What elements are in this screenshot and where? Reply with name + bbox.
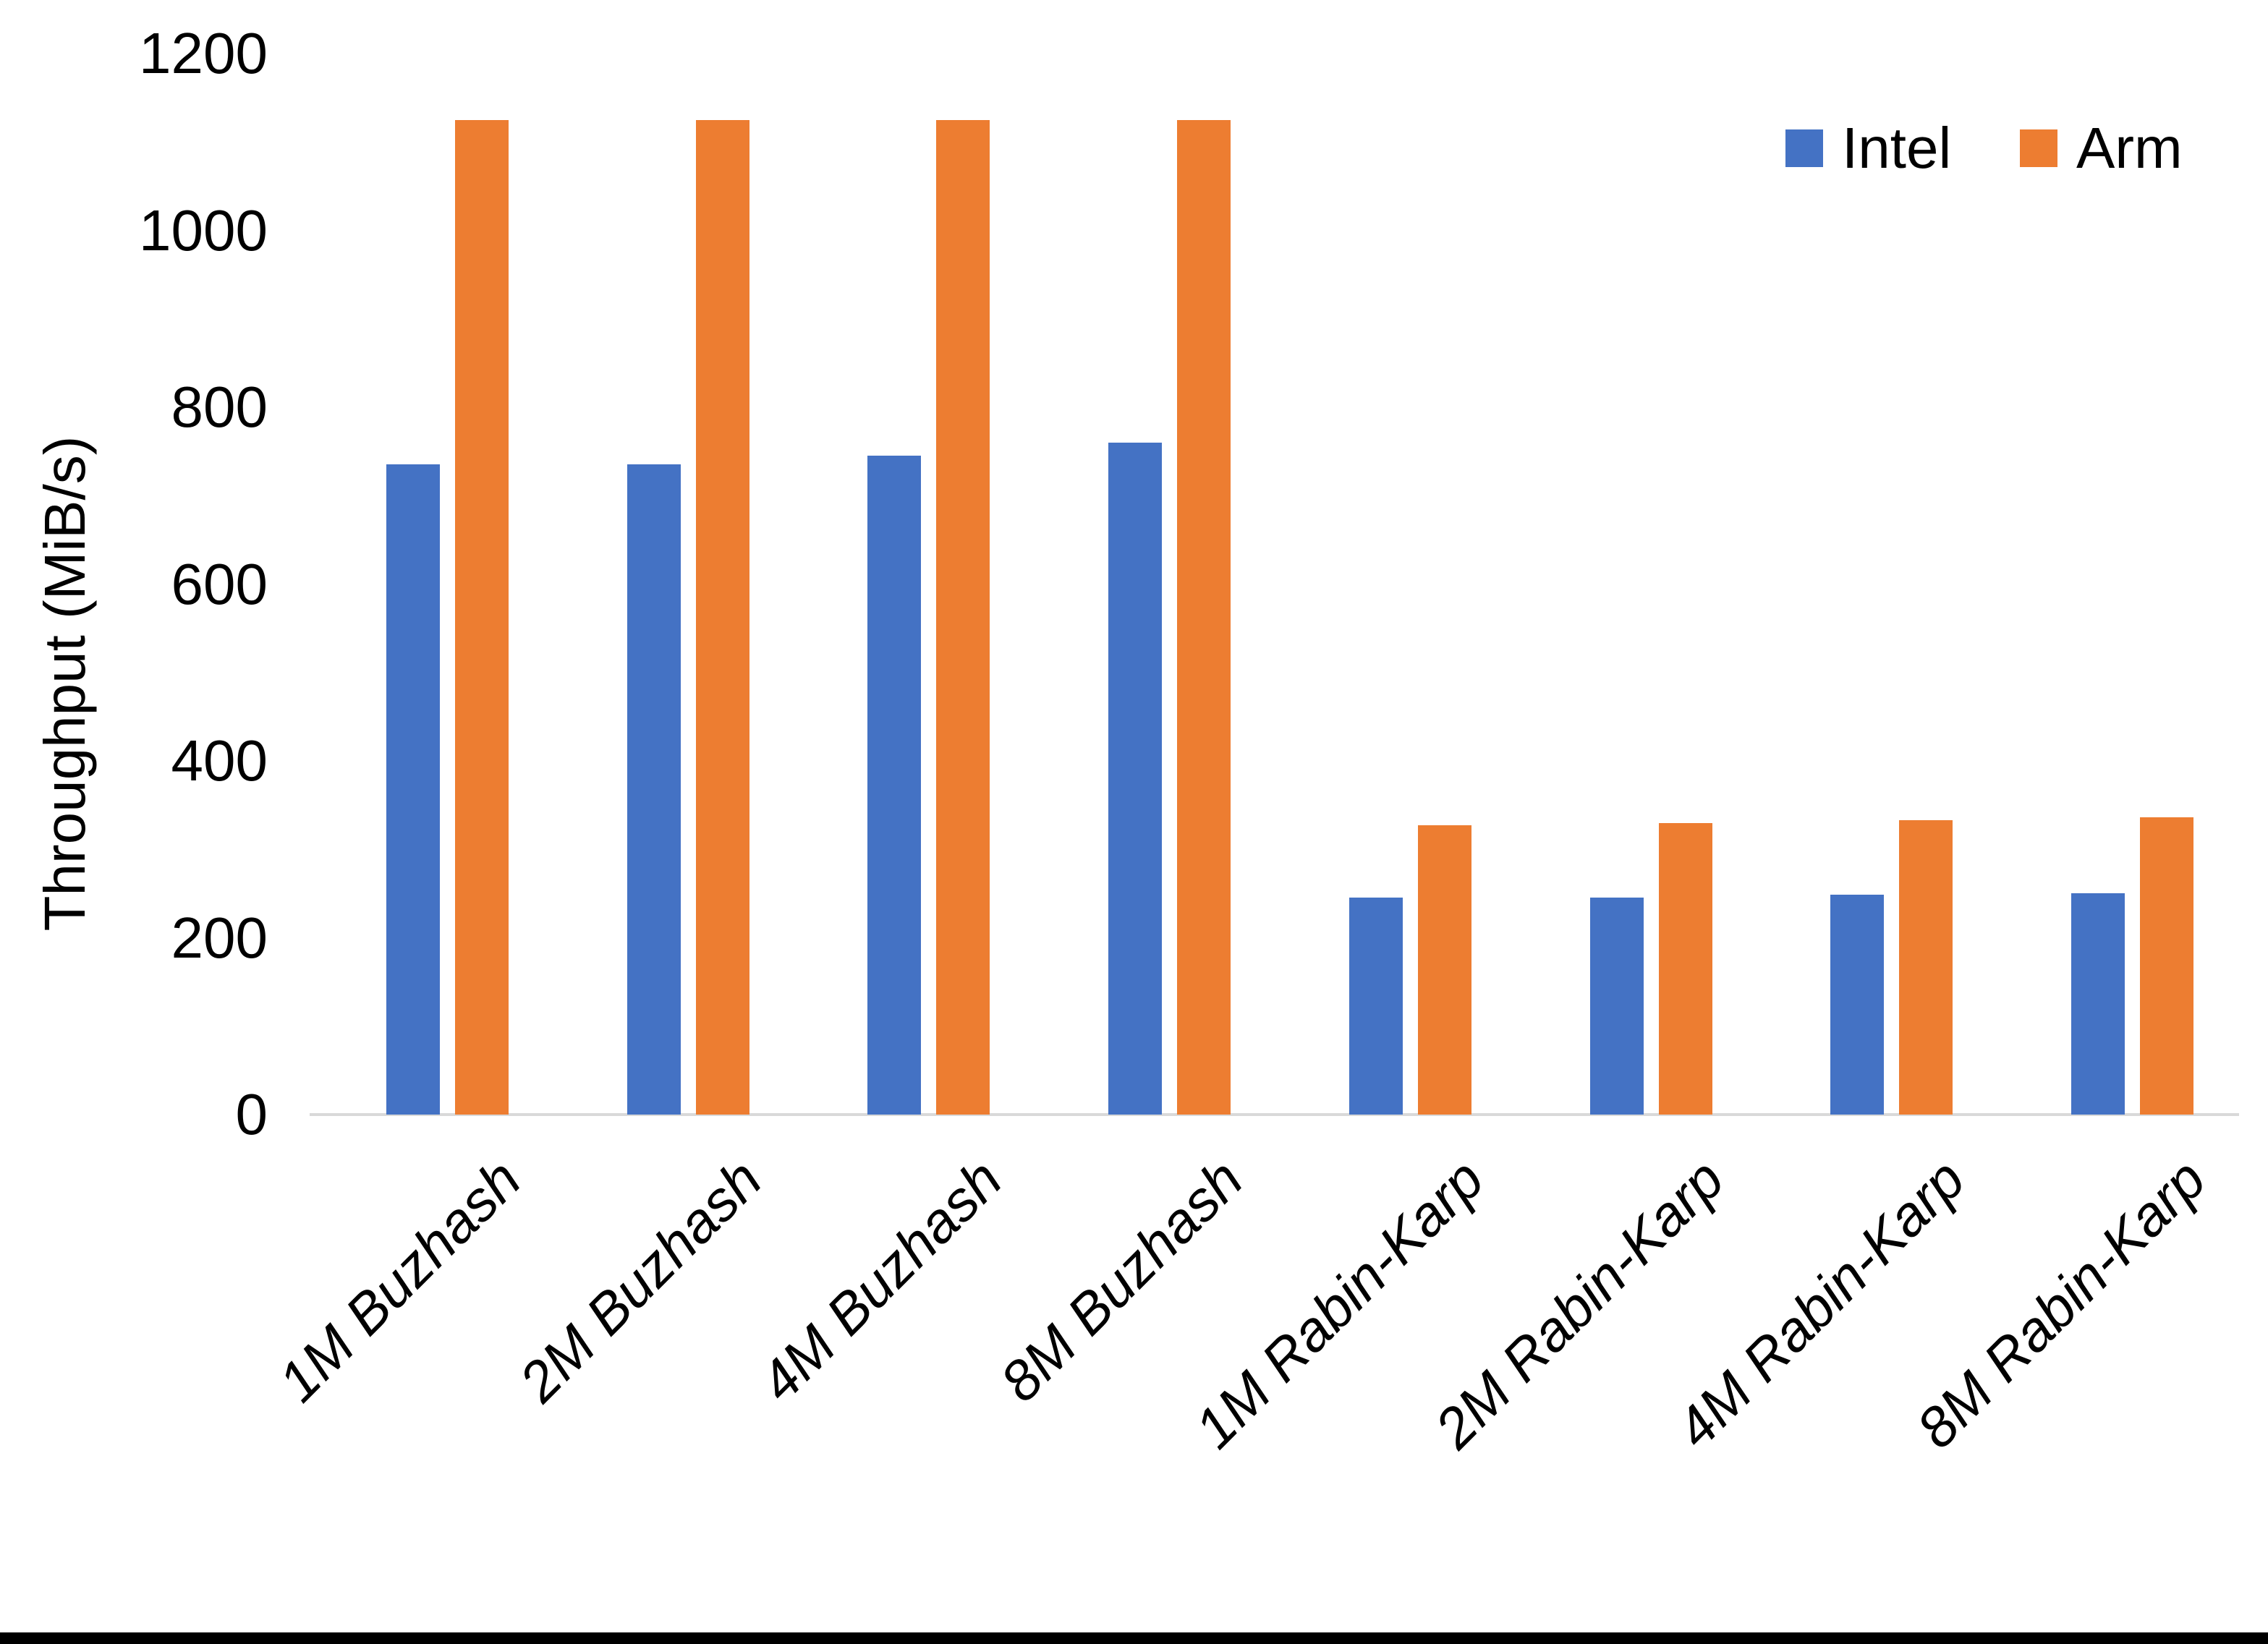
- y-axis-tick-label: 400: [171, 728, 268, 793]
- bar-arm: [695, 119, 749, 1115]
- bar-arm: [2139, 817, 2193, 1115]
- bar-intel: [1108, 442, 1163, 1115]
- bar-arm: [1899, 819, 1953, 1115]
- bar-intel: [867, 456, 922, 1115]
- legend-item-intel: Intel: [1785, 116, 1951, 180]
- bar-intel: [1589, 898, 1644, 1115]
- bar-intel: [627, 464, 681, 1115]
- y-axis-tick-label: 600: [171, 551, 268, 616]
- bar-intel: [2070, 893, 2125, 1115]
- y-axis-tick-label: 1000: [139, 197, 268, 263]
- bar-intel: [386, 464, 440, 1115]
- y-axis-title: Throughput (MiB/s): [33, 435, 97, 932]
- y-axis-tick-label: 800: [171, 375, 268, 439]
- legend-item-arm: Arm: [2020, 116, 2183, 180]
- bar-intel: [1349, 898, 1403, 1115]
- y-axis-tick-label: 0: [235, 1082, 268, 1146]
- x-axis-label: 1M Buzhash: [266, 1146, 533, 1414]
- legend-label-intel: Intel: [1842, 116, 1952, 180]
- bar-arm: [1177, 119, 1231, 1115]
- legend-swatch-intel: [1785, 129, 1823, 167]
- x-axis-label: 2M Buzhash: [506, 1146, 774, 1414]
- bar-arm: [1417, 825, 1471, 1115]
- window-bottom-border: [0, 1632, 2268, 1644]
- x-axis-label: 8M Buzhash: [988, 1146, 1255, 1414]
- legend-swatch-arm: [2020, 129, 2057, 167]
- bar-arm: [1658, 822, 1712, 1115]
- y-axis-tick-label: 1200: [139, 21, 268, 85]
- legend-label-arm: Arm: [2076, 116, 2183, 180]
- bar-arm: [936, 119, 990, 1115]
- y-axis-tick-label: 200: [171, 905, 268, 970]
- bar-intel: [1830, 894, 1885, 1115]
- bar-arm: [455, 119, 509, 1115]
- x-axis-label: 4M Buzhash: [747, 1146, 1014, 1414]
- x-axis-line: [310, 1113, 2239, 1116]
